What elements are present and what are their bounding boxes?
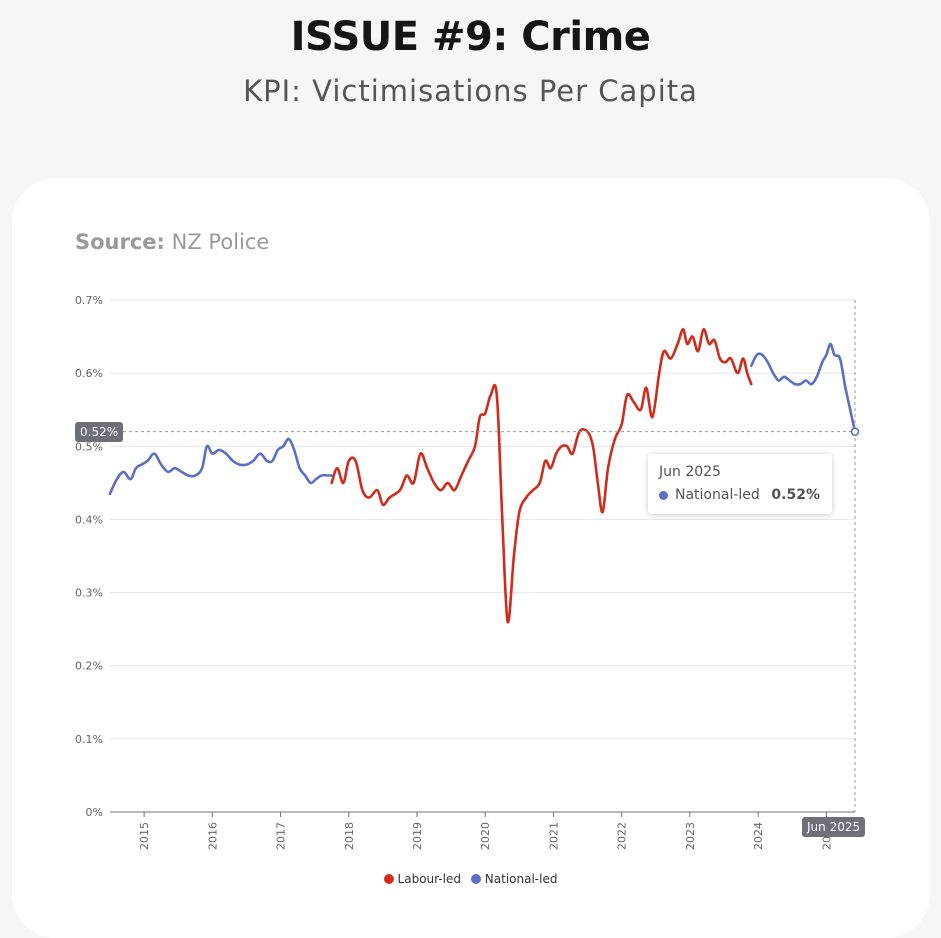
y-tick-label: 0.2% [75,660,103,673]
chart-card [12,178,930,938]
x-tick-label: 2018 [343,822,356,850]
source-line: Source: NZ Police [75,230,269,254]
chart-legend: Labour-led National-led [0,872,941,886]
x-tick-label: 2015 [138,822,151,850]
legend-label-labour: Labour-led [397,872,461,886]
x-tick-label: 2016 [206,822,219,850]
x-tick-label: 2017 [275,822,288,850]
axis-pointer-y-label: 0.52% [75,421,124,442]
line-chart[interactable]: 0% 0.1% 0.2% 0.3% 0.4% 0.5% 0.6% 0.7% 2015 2016 20… [0,0,941,895]
y-tick-label: 0.4% [75,513,103,526]
y-tick-label: 0.5% [75,440,103,453]
y-tick-label: 0.1% [75,733,103,746]
x-tick-label: 2024 [752,822,765,850]
legend-marker-national [470,874,481,884]
series-line-national-led [108,437,333,496]
x-tick-label: 2021 [547,822,560,850]
tooltip-value: 0.52% [771,487,820,503]
y-tick-label: 0.3% [75,587,103,600]
x-tick-label: 2019 [411,822,424,850]
chart-tooltip: Jun 2025 National-led 0.52% [648,454,832,514]
source-value: NZ Police [171,230,270,254]
hovered-data-point [850,427,860,436]
page-subtitle: KPI: Victimisations Per Capita [243,74,698,108]
y-tick-label: 0.7% [75,294,103,307]
axis-pointer-x-label: Jun 2025 [802,817,866,837]
y-tick-label: 0% [86,806,103,819]
source-label: Source: [75,230,165,254]
legend-item-labour[interactable]: Labour-led [383,872,461,886]
x-tick-label: 2020 [479,822,492,850]
series-line-labour-led [330,327,753,624]
legend-label-national: National-led [484,872,558,886]
legend-marker-labour [383,874,394,884]
legend-item-national[interactable]: National-led [470,872,558,886]
tooltip-series-name: National-led [675,487,760,503]
page-title: ISSUE #9: Crime [290,14,651,60]
tooltip-date: Jun 2025 [659,464,721,480]
tooltip-series-marker [659,491,668,500]
series-line-national-led [750,342,857,433]
x-tick-label: 2023 [684,822,697,850]
x-tick-label: 2022 [616,822,629,850]
y-tick-label: 0.6% [75,367,103,380]
